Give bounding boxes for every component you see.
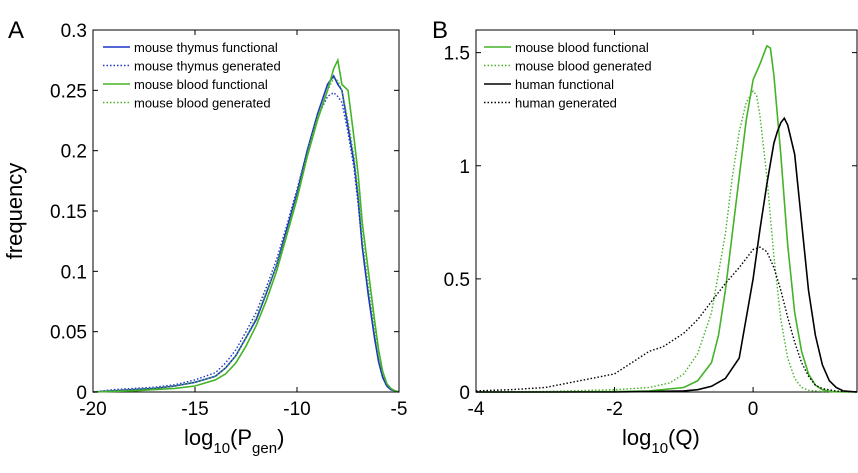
panel-b-series-layer: [475, 44, 858, 393]
panel-a-y-tick-label: 0.1: [61, 262, 87, 283]
panel-b-series-2-line: [476, 116, 858, 393]
panel-a-x-axis-label: log10(Pgen): [184, 425, 284, 457]
panel-b-legend-label: mouse blood generated: [515, 59, 652, 74]
panel-a-x-tick-label: -15: [181, 399, 208, 420]
panel-a-legend-label: mouse blood functional: [134, 77, 268, 92]
panel-a-x-tick-label: -20: [79, 399, 106, 420]
panel-a-y-tick-label: 0.25: [50, 81, 87, 102]
panel-a-legend-label: mouse blood generated: [134, 96, 271, 111]
panel-b-ticks: -4 -2 0 0 0.5 1 1.5: [444, 30, 857, 420]
panel-b-series-1-line: [475, 89, 858, 393]
panel-b-y-tick-label: 1: [459, 157, 470, 178]
panel-b-y-tick-label: 1.5: [444, 44, 470, 65]
panel-a-ticks: -20 -15 -10 -5 0 0.05 0.1 0.15 0.2 0.25 0.3: [50, 21, 407, 420]
panel-a-x-label-close: ): [277, 425, 284, 450]
panel-b-legend-label: human functional: [515, 77, 614, 92]
panel-a-y-tick-label: 0.15: [50, 202, 87, 223]
panel-a-legend-label: mouse thymus generated: [134, 59, 281, 74]
panel-a-legend-label: mouse thymus functional: [134, 40, 278, 55]
panel-a: A -20 -15 -10 -5 0 0.05 0.1 0.15 0.2 0.25 0.3 mous…: [2, 17, 407, 457]
panel-b-x-label-log: log: [622, 425, 651, 450]
panel-a-y-tick-label: 0.05: [50, 323, 87, 344]
panel-b-x-label-sub: 10: [651, 440, 668, 457]
panel-b-x-label-arg: (Q): [668, 425, 700, 450]
panel-a-y-axis-label: frequency: [2, 163, 27, 260]
panel-b-letter: B: [432, 17, 448, 44]
panel-a-x-label-arg-sub: gen: [252, 440, 277, 457]
panel-a-legend: mouse thymus functional mouse thymus gene…: [103, 40, 281, 111]
panel-a-series-2-line: [92, 57, 400, 393]
panel-b-series-3-line: [475, 246, 858, 393]
panel-b-x-axis-label: log10(Q): [622, 425, 700, 457]
panel-a-letter: A: [8, 17, 24, 44]
panel-b-x-tick-label: -4: [468, 399, 485, 420]
panel-a-x-label-log: log: [184, 425, 213, 450]
panel-b-legend-label: human generated: [515, 96, 617, 111]
panel-a-x-label-sub: 10: [213, 440, 230, 457]
panel-a-y-tick-label: 0.3: [61, 21, 87, 42]
panel-a-series-layer: [92, 57, 400, 393]
panel-b: B -4 -2 000.511.5 mouse blood functionalmo…: [432, 17, 858, 457]
panel-a-x-tick-label: -10: [283, 399, 310, 420]
panel-b-legend-label: mouse blood functional: [515, 40, 649, 55]
panel-a-series-3-line: [92, 77, 400, 393]
panel-b-y-tick-label: 0.5: [444, 270, 470, 291]
panel-a-y-tick-label: 0.2: [61, 142, 87, 163]
panel-b-x-tick-label: 0: [748, 399, 759, 420]
panel-a-x-label-arg: (P: [230, 425, 252, 450]
panel-b-legend: mouse blood functional mouse blood genera…: [484, 40, 652, 111]
panel-a-y-tick-label: 0: [76, 383, 87, 404]
panel-b-y-tick-label: 0: [459, 383, 470, 404]
panel-b-x-tick-label: -2: [606, 399, 623, 420]
panel-a-x-tick-label: -5: [391, 399, 408, 420]
